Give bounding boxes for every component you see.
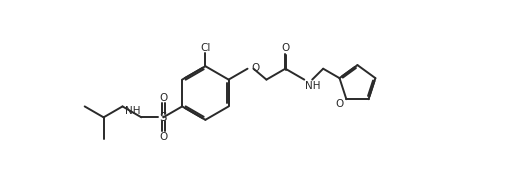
Text: NH: NH bbox=[305, 81, 321, 91]
Text: S: S bbox=[159, 111, 167, 124]
Text: Cl: Cl bbox=[200, 43, 211, 53]
Text: O: O bbox=[281, 43, 290, 53]
Text: O: O bbox=[335, 99, 344, 109]
Text: O: O bbox=[251, 63, 260, 73]
Text: O: O bbox=[159, 132, 168, 142]
Text: O: O bbox=[159, 93, 168, 103]
Text: NH: NH bbox=[125, 106, 141, 116]
